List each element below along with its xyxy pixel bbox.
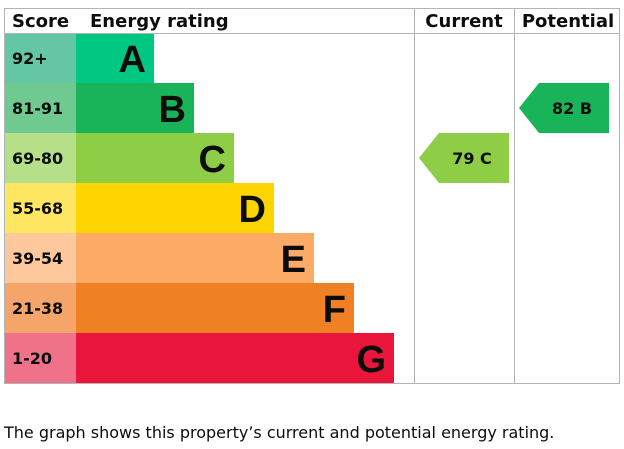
score-cell-e	[4, 233, 76, 283]
band-letter-d: D	[239, 189, 266, 231]
band-bar-a	[76, 33, 154, 83]
score-label-g: 1-20	[12, 349, 52, 368]
score-cell-d	[4, 183, 76, 233]
band-bar-e	[76, 233, 314, 283]
band-letter-g: G	[356, 339, 386, 381]
band-letter-b: B	[159, 89, 186, 131]
score-cell-a	[4, 33, 76, 83]
markers-layer: 79 C 82 B	[419, 83, 609, 183]
score-cell-b	[4, 83, 76, 133]
band-bar-b	[76, 83, 194, 133]
grid-lines	[4, 8, 620, 384]
score-label-b: 81-91	[12, 99, 63, 118]
current-rating-marker-label: 79 C	[452, 149, 492, 168]
chart-caption: The graph shows this property’s current …	[4, 423, 555, 442]
score-cell-f	[4, 283, 76, 333]
potential-rating-marker-label: 82 B	[552, 99, 592, 118]
score-label-e: 39-54	[12, 249, 63, 268]
header-energy-rating: Energy rating	[90, 11, 229, 32]
score-label-f: 21-38	[12, 299, 63, 318]
band-letter-a: A	[119, 39, 146, 81]
band-bar-g	[76, 333, 394, 383]
header-score: Score	[12, 11, 69, 32]
epc-chart: Score Energy rating Current Potential 92…	[4, 8, 620, 384]
score-cell-c	[4, 133, 76, 183]
band-bar-c	[76, 133, 234, 183]
header-potential: Potential	[522, 11, 614, 32]
band-letter-f: F	[323, 289, 346, 331]
score-label-d: 55-68	[12, 199, 63, 218]
band-letter-e: E	[281, 239, 306, 281]
header-current: Current	[425, 11, 503, 32]
score-cell-g	[4, 333, 76, 383]
band-bar-f	[76, 283, 354, 333]
score-label-a: 92+	[12, 49, 48, 68]
score-label-c: 69-80	[12, 149, 63, 168]
band-bar-d	[76, 183, 274, 233]
chart-border	[4, 8, 620, 384]
potential-rating-marker	[519, 83, 609, 133]
bands-layer: 92+ A 81-91 B 69-80 C 55-68 D 39-54 E 21-38 F 1-20 G	[4, 33, 394, 383]
band-letter-c: C	[199, 139, 226, 181]
current-rating-marker	[419, 133, 509, 183]
